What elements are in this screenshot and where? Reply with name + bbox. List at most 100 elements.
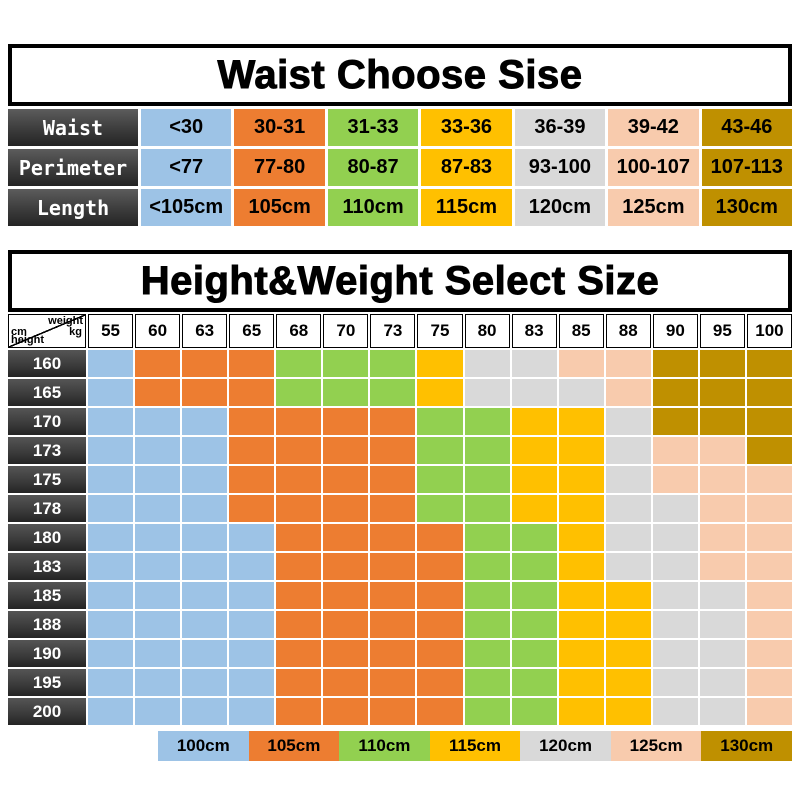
matrix-cell [323, 524, 369, 551]
waist-cell: 31-33 [327, 109, 419, 146]
matrix-cell [182, 611, 228, 638]
matrix-cell [417, 582, 463, 609]
matrix-cell [323, 640, 369, 667]
height-row-header: 178 [8, 495, 86, 522]
matrix-cell [135, 379, 181, 406]
matrix-cell [699, 669, 745, 696]
matrix-cell [511, 379, 557, 406]
matrix-cell [323, 466, 369, 493]
matrix-cell [370, 466, 416, 493]
matrix-cell [417, 640, 463, 667]
matrix-cell [417, 611, 463, 638]
waist-row-header-length: Length [8, 189, 138, 226]
matrix-cell [464, 611, 510, 638]
waist-cell: 43-46 [701, 109, 792, 146]
matrix-cell [276, 495, 322, 522]
matrix-cell [323, 350, 369, 377]
matrix-cell [276, 582, 322, 609]
matrix-cell [182, 553, 228, 580]
matrix-cell [182, 495, 228, 522]
cm-axis-unit-label: cm [11, 326, 27, 338]
matrix-cell [88, 437, 134, 464]
matrix-cell [605, 524, 651, 551]
matrix-cell [370, 437, 416, 464]
weight-header-cell: 75 [417, 314, 463, 348]
waist-size-table-section: Waist Choose Sise Waist <30 30-31 31-33 33-3… [8, 44, 792, 226]
matrix-cell [88, 669, 134, 696]
matrix-cell [558, 350, 604, 377]
matrix-cell [652, 553, 698, 580]
matrix-title: Height&Weight Select Size [8, 250, 792, 312]
matrix-cell [605, 640, 651, 667]
matrix-cell [558, 524, 604, 551]
matrix-cell [605, 466, 651, 493]
matrix-cell [182, 669, 228, 696]
matrix-cell [511, 669, 557, 696]
matrix-cell [699, 640, 745, 667]
matrix-cell [699, 582, 745, 609]
matrix-cell [88, 524, 134, 551]
matrix-cell [135, 698, 181, 725]
weight-header-cell: 73 [370, 314, 416, 348]
weight-header-cell: 68 [276, 314, 322, 348]
matrix-cell [558, 495, 604, 522]
weight-header-cell: 80 [464, 314, 510, 348]
matrix-cell [558, 466, 604, 493]
matrix-cell [370, 495, 416, 522]
matrix-cell [88, 408, 134, 435]
matrix-cell [417, 466, 463, 493]
weight-header-cell: 100 [746, 314, 792, 348]
matrix-cell [229, 669, 275, 696]
matrix-cell [276, 350, 322, 377]
matrix-cell [558, 408, 604, 435]
waist-cell: <105cm [141, 189, 232, 226]
waist-table-grid: Waist <30 30-31 31-33 33-36 36-39 39-42 43-46 Pe… [8, 109, 792, 226]
legend-item-100cm: 100cm [158, 731, 249, 761]
height-axis-label: height [11, 334, 44, 346]
matrix-cell [135, 611, 181, 638]
height-row-header: 183 [8, 553, 86, 580]
matrix-cell [370, 640, 416, 667]
matrix-cell [558, 640, 604, 667]
matrix-cell [370, 582, 416, 609]
matrix-cell [182, 437, 228, 464]
matrix-cell [464, 640, 510, 667]
weight-header-cell: 65 [229, 314, 275, 348]
kg-axis-unit-label: kg [69, 326, 82, 338]
matrix-cell [182, 582, 228, 609]
matrix-cell [135, 350, 181, 377]
matrix-cell [229, 350, 275, 377]
matrix-cell [417, 350, 463, 377]
matrix-cell [511, 466, 557, 493]
matrix-cell [417, 553, 463, 580]
matrix-cell [276, 524, 322, 551]
waist-cell: 30-31 [234, 109, 325, 146]
matrix-cell [511, 582, 557, 609]
matrix-cell [323, 582, 369, 609]
matrix-cell [276, 698, 322, 725]
matrix-cell [417, 379, 463, 406]
matrix-cell [417, 437, 463, 464]
height-row-header: 160 [8, 350, 86, 377]
weight-header-cell: 60 [135, 314, 181, 348]
matrix-cell [182, 466, 228, 493]
matrix-cell [370, 379, 416, 406]
matrix-cell [182, 698, 228, 725]
matrix-cell [229, 495, 275, 522]
matrix-cell [605, 437, 651, 464]
matrix-cell [135, 495, 181, 522]
matrix-cell [229, 611, 275, 638]
matrix-cell [88, 611, 134, 638]
legend-item-110cm: 110cm [339, 731, 430, 761]
matrix-cell [699, 379, 745, 406]
matrix-cell [88, 640, 134, 667]
matrix-cell [746, 466, 792, 493]
matrix-cell [558, 611, 604, 638]
weight-header-cell: 83 [511, 314, 557, 348]
matrix-cell [135, 437, 181, 464]
matrix-cell [605, 582, 651, 609]
height-row-header: 180 [8, 524, 86, 551]
waist-table-title: Waist Choose Sise [8, 44, 792, 106]
matrix-cell [605, 669, 651, 696]
matrix-cell [370, 350, 416, 377]
